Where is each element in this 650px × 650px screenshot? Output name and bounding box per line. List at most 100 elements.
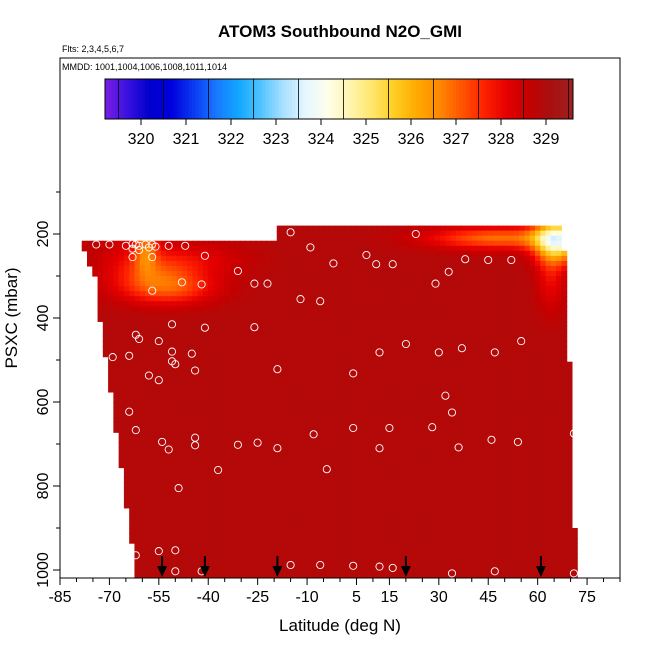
heatmap-cell: [487, 452, 494, 459]
heatmap-cell: [382, 422, 389, 428]
heatmap-cell: [382, 432, 389, 438]
heatmap-cell: [540, 230, 547, 237]
heatmap-cell: [566, 457, 573, 464]
heatmap-cell: [313, 407, 320, 413]
heatmap-cell: [350, 286, 357, 292]
heatmap-cell: [113, 407, 120, 413]
heatmap-cell: [403, 326, 410, 333]
heatmap-cell: [556, 402, 562, 408]
heatmap-cell: [535, 336, 541, 343]
heatmap-cell: [419, 240, 425, 247]
heatmap-cell: [155, 336, 162, 343]
heatmap-cell: [397, 427, 404, 433]
heatmap-cell: [250, 391, 257, 398]
heatmap-cell: [424, 235, 431, 242]
heatmap-cell: [498, 502, 504, 509]
heatmap-cell: [403, 301, 410, 307]
heatmap-cell: [561, 396, 568, 403]
heatmap-cell: [355, 472, 362, 479]
heatmap-cell: [202, 341, 209, 348]
heatmap-cell: [477, 381, 483, 388]
heatmap-cell: [498, 472, 504, 479]
heatmap-cell: [313, 482, 320, 489]
heatmap-cell: [540, 457, 547, 464]
heatmap-cell: [282, 487, 288, 494]
heatmap-cell: [187, 402, 194, 408]
heatmap-cell: [434, 442, 441, 448]
heatmap-cell: [303, 457, 309, 464]
heatmap-cell: [187, 376, 194, 383]
heatmap-cell: [513, 482, 520, 489]
heatmap-cell: [187, 336, 194, 343]
heatmap-cell: [181, 270, 188, 277]
heatmap-cell: [487, 417, 494, 423]
heatmap-cell: [192, 306, 199, 312]
heatmap-cell: [150, 472, 157, 479]
heatmap-cell: [139, 356, 146, 363]
heatmap-cell: [492, 346, 499, 353]
heatmap-cell: [276, 467, 283, 474]
heatmap-cell: [239, 472, 246, 479]
heatmap-cell: [440, 341, 447, 348]
heatmap-cell: [187, 437, 194, 443]
heatmap-cell: [503, 422, 510, 428]
heatmap-cell: [440, 235, 447, 242]
heatmap-cell: [519, 442, 526, 448]
heatmap-cell: [308, 396, 315, 403]
heatmap-cell: [245, 507, 251, 514]
heatmap-cell: [297, 296, 304, 302]
heatmap-cell: [108, 386, 114, 393]
heatmap-cell: [292, 245, 299, 252]
heatmap-cell: [218, 265, 225, 272]
heatmap-cell: [455, 235, 462, 242]
heatmap-cell: [513, 296, 520, 302]
heatmap-cell: [271, 402, 278, 408]
heatmap-cell: [355, 255, 362, 262]
heatmap-cell: [387, 276, 394, 282]
heatmap-cell: [513, 265, 520, 272]
heatmap-cell: [271, 356, 278, 363]
heatmap-cell: [87, 245, 93, 252]
heatmap-cell: [440, 502, 447, 509]
heatmap-cell: [129, 402, 136, 408]
heatmap-cell: [197, 386, 204, 393]
heatmap-cell: [392, 457, 399, 464]
heatmap-cell: [282, 452, 288, 459]
heatmap-cell: [308, 427, 315, 433]
heatmap-cell: [297, 255, 304, 262]
heatmap-cell: [292, 356, 299, 363]
heatmap-cell: [498, 311, 504, 317]
heatmap-cell: [345, 447, 352, 453]
heatmap-cell: [324, 286, 331, 292]
heatmap-cell: [250, 296, 257, 302]
heatmap-cell: [434, 260, 441, 267]
heatmap-cell: [282, 432, 288, 438]
heatmap-cell: [334, 487, 341, 494]
heatmap-cell: [482, 487, 489, 494]
heatmap-cell: [239, 497, 246, 504]
flights-label: Flts: 2,3,4,5,6,7: [62, 44, 124, 54]
heatmap-cell: [234, 240, 241, 247]
heatmap-cell: [134, 281, 141, 287]
heatmap-cell: [508, 497, 515, 504]
heatmap-cell: [176, 462, 183, 469]
heatmap-cell: [187, 452, 194, 459]
heatmap-cell: [292, 240, 299, 247]
heatmap-cell: [519, 296, 526, 302]
heatmap-cell: [424, 407, 431, 413]
heatmap-cell: [345, 286, 352, 292]
heatmap-cell: [318, 336, 325, 343]
heatmap-cell: [455, 321, 462, 327]
heatmap-cell: [424, 402, 431, 408]
heatmap-cell: [371, 376, 378, 383]
heatmap-cell: [524, 422, 531, 428]
heatmap-cell: [229, 366, 236, 373]
heatmap-cell: [340, 341, 346, 348]
heatmap-cell: [529, 477, 536, 484]
heatmap-cell: [550, 255, 557, 262]
heatmap-cell: [292, 321, 299, 327]
heatmap-cell: [371, 240, 378, 247]
heatmap-cell: [139, 386, 146, 393]
heatmap-cell: [134, 432, 141, 438]
heatmap-cell: [503, 366, 510, 373]
